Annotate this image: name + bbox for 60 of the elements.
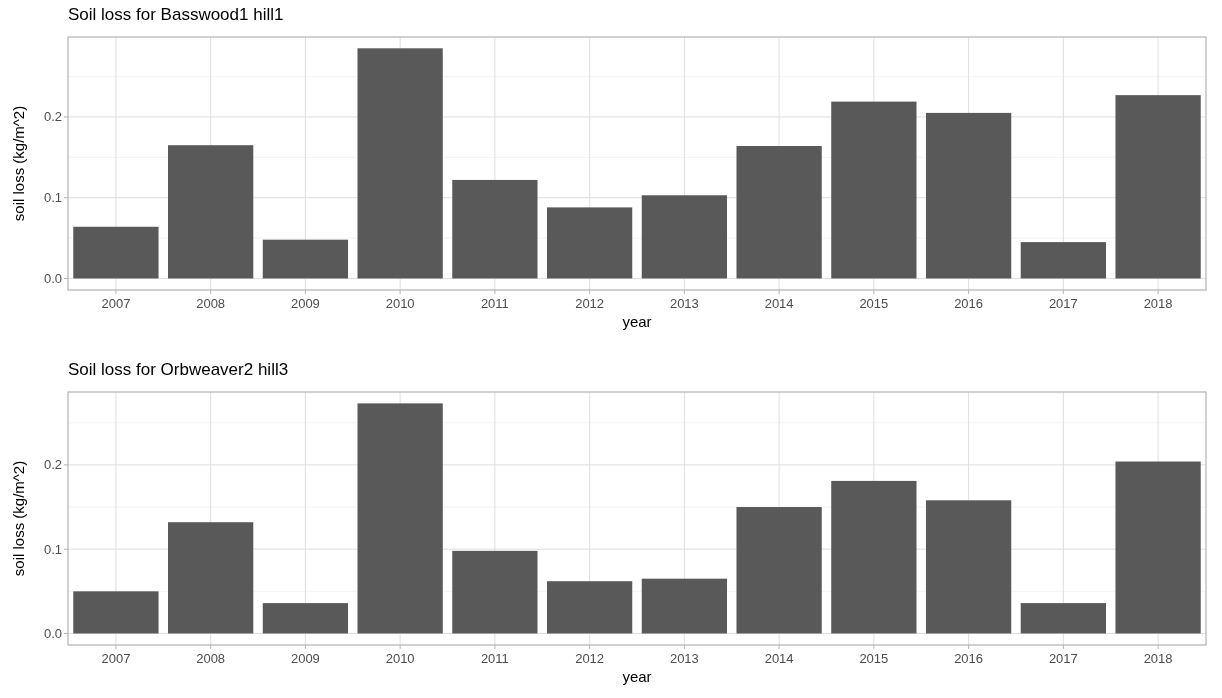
x-tick-label: 2015: [859, 651, 889, 666]
y-tick-label: 0.2: [43, 457, 62, 473]
bar: [641, 195, 728, 279]
bar: [1115, 461, 1201, 634]
x-tick-label: 2011: [480, 296, 509, 311]
x-tick-label: 2013: [669, 651, 699, 666]
bar: [925, 500, 1012, 634]
x-tick-label: 2010: [385, 651, 415, 666]
bar: [546, 581, 633, 634]
x-tick-label: 2008: [196, 651, 226, 666]
x-tick-label: 2007: [101, 296, 131, 311]
x-tick-label: 2014: [764, 296, 794, 311]
x-tick-label: 2017: [1048, 651, 1078, 666]
x-tick-label: 2018: [1143, 651, 1173, 666]
x-tick-label: 2018: [1143, 296, 1173, 311]
bar: [452, 179, 538, 279]
x-tick-label: 2013: [669, 296, 699, 311]
bar: [925, 112, 1012, 279]
x-tick-label: 2009: [290, 296, 320, 311]
x-tick-label: 2016: [954, 296, 984, 311]
y-tick-label: 0.0: [43, 626, 62, 641]
bar: [73, 591, 159, 634]
bar: [736, 507, 822, 634]
x-axis-title: year: [622, 313, 652, 330]
chart-title: Soil loss for Basswood1 hill1: [68, 5, 284, 24]
bar: [831, 101, 917, 279]
bar: [546, 207, 633, 279]
y-axis-title: soil loss (kg/m^2): [10, 460, 27, 577]
x-tick-label: 2012: [575, 296, 605, 311]
y-axis-title: soil loss (kg/m^2): [10, 105, 27, 222]
y-tick-label: 0.0: [43, 271, 62, 286]
bar: [262, 239, 349, 279]
bar: [73, 226, 159, 279]
bar: [357, 403, 443, 634]
x-tick-label: 2007: [101, 651, 131, 666]
bar: [831, 480, 917, 634]
x-axis-title: year: [622, 668, 652, 685]
x-tick-label: 2016: [954, 651, 984, 666]
bar: [168, 145, 254, 279]
y-tick-label: 0.1: [43, 541, 62, 557]
x-tick-label: 2008: [196, 296, 226, 311]
bar: [452, 550, 538, 634]
bar: [262, 603, 349, 634]
bar: [1115, 95, 1201, 279]
x-tick-label: 2014: [764, 651, 794, 666]
y-tick-label: 0.1: [43, 190, 62, 206]
x-tick-label: 2015: [859, 296, 889, 311]
bar: [736, 146, 822, 279]
bar: [641, 578, 728, 634]
chart-title: Soil loss for Orbweaver2 hill3: [68, 360, 289, 379]
bar: [1020, 242, 1106, 279]
x-tick-label: 2011: [480, 651, 509, 666]
x-tick-label: 2017: [1048, 296, 1078, 311]
x-tick-label: 2010: [385, 296, 415, 311]
bar: [357, 48, 443, 279]
bar: [168, 522, 254, 634]
y-tick-label: 0.2: [43, 109, 62, 125]
x-tick-label: 2012: [575, 651, 605, 666]
bar: [1020, 603, 1106, 634]
x-tick-label: 2009: [290, 651, 320, 666]
